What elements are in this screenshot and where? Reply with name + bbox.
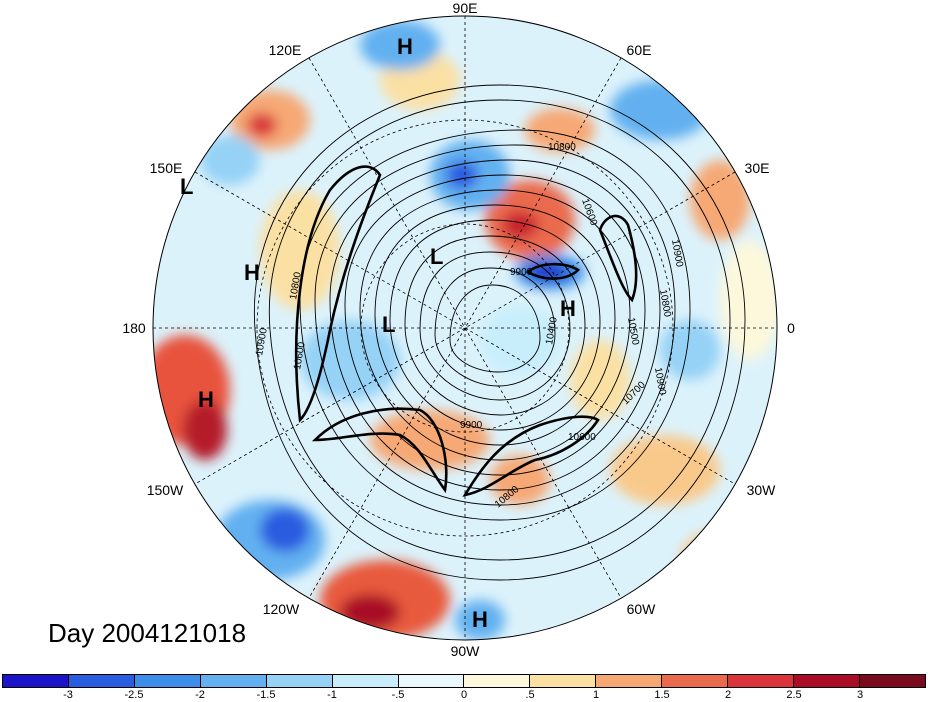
low-marker: L bbox=[382, 312, 395, 337]
anomaly-shading bbox=[153, 16, 777, 640]
contour-label: 10500 bbox=[625, 317, 641, 347]
colorbar: -3 -2.5 -2 -1.5 -1 -.5 0 .5 1 1.5 2 2.5 3 bbox=[0, 674, 928, 702]
low-marker: L bbox=[180, 174, 193, 199]
height-contours bbox=[253, 84, 746, 581]
colorbar-box bbox=[530, 675, 597, 687]
colorbar-tick-label: -2 bbox=[195, 689, 205, 701]
colorbar-tick-label: 2.5 bbox=[786, 689, 802, 701]
high-marker: H bbox=[198, 387, 214, 412]
pressure-system-markers: H L H L L H H H bbox=[180, 34, 576, 632]
colorbar-box bbox=[200, 675, 267, 687]
high-marker: H bbox=[397, 34, 413, 59]
colorbar-box bbox=[332, 675, 399, 687]
lon-label-60w: 60W bbox=[627, 601, 657, 617]
colorbar-box bbox=[859, 675, 925, 687]
contour-label: 10900 bbox=[254, 327, 270, 357]
low-marker: L bbox=[430, 244, 443, 269]
lon-label-0: 0 bbox=[787, 320, 795, 336]
lon-label-90e: 90E bbox=[453, 0, 478, 16]
contour-label: 9900 bbox=[510, 267, 533, 278]
polar-map: 10800 10600 10900 9900 10800 10500 10400… bbox=[122, 0, 795, 659]
colorbar-box bbox=[596, 675, 663, 687]
contour-label: 10800 bbox=[288, 271, 304, 301]
lon-label-120w: 120W bbox=[263, 601, 300, 617]
colorbar-tick-label: 3 bbox=[856, 689, 864, 701]
colorbar-tick-label: .5 bbox=[525, 689, 535, 701]
colorbar-box bbox=[728, 675, 795, 687]
lon-label-150w: 150W bbox=[147, 482, 184, 498]
colorbar-box bbox=[794, 675, 860, 687]
colorbar-tick-label: 1 bbox=[592, 689, 600, 701]
high-marker: H bbox=[560, 296, 576, 321]
longitude-labels: 90E 60E 30E 0 30W 60W 90W 120W 150W 180 … bbox=[122, 0, 795, 659]
contour-labels: 10800 10600 10900 9900 10800 10500 10400… bbox=[254, 142, 685, 510]
day-label: Day 2004121018 bbox=[48, 618, 247, 648]
colorbar-tick-label: -.5 bbox=[391, 689, 405, 701]
colorbar-box bbox=[662, 675, 729, 687]
contour-label: 10900 bbox=[652, 367, 668, 397]
colorbar-box bbox=[464, 675, 531, 687]
colorbar-tick-label: -3 bbox=[63, 689, 73, 701]
contour-label: 10800 bbox=[657, 289, 673, 319]
contour-label: 10600 bbox=[292, 341, 308, 371]
graticule bbox=[153, 16, 777, 640]
colorbar-tick-label: 2 bbox=[724, 689, 732, 701]
high-marker: H bbox=[244, 260, 260, 285]
colorbar-tick-label: -1.5 bbox=[256, 689, 276, 701]
colorbar-tick-label: 0 bbox=[460, 689, 468, 701]
jet-contours bbox=[294, 165, 638, 497]
colorbar-tick-label: -2.5 bbox=[124, 689, 144, 701]
colorbar-box bbox=[68, 675, 135, 687]
colorbar-box bbox=[3, 675, 69, 687]
contour-label: 9900 bbox=[460, 420, 483, 431]
map-boundary bbox=[152, 15, 778, 641]
colorbar-tick-label: 1.5 bbox=[654, 689, 670, 701]
lon-label-150e: 150E bbox=[150, 160, 183, 176]
colorbar-box bbox=[266, 675, 333, 687]
lon-label-30w: 30W bbox=[747, 482, 777, 498]
high-marker: H bbox=[472, 607, 488, 632]
lon-label-180: 180 bbox=[122, 320, 146, 336]
colorbar-box bbox=[398, 675, 465, 687]
lon-label-90w: 90W bbox=[451, 643, 481, 659]
contour-label: 10600 bbox=[568, 432, 596, 443]
contour-label: 10800 bbox=[548, 142, 576, 153]
lon-label-30e: 30E bbox=[745, 160, 770, 176]
colorbar-tick-label: -1 bbox=[327, 689, 337, 701]
colorbar-box bbox=[134, 675, 201, 687]
lon-label-60e: 60E bbox=[627, 42, 652, 58]
colorbar-boxes bbox=[2, 674, 926, 688]
contour-label: 10400 bbox=[544, 316, 560, 346]
lon-label-120e: 120E bbox=[269, 42, 302, 58]
contour-label: 10900 bbox=[669, 239, 685, 269]
